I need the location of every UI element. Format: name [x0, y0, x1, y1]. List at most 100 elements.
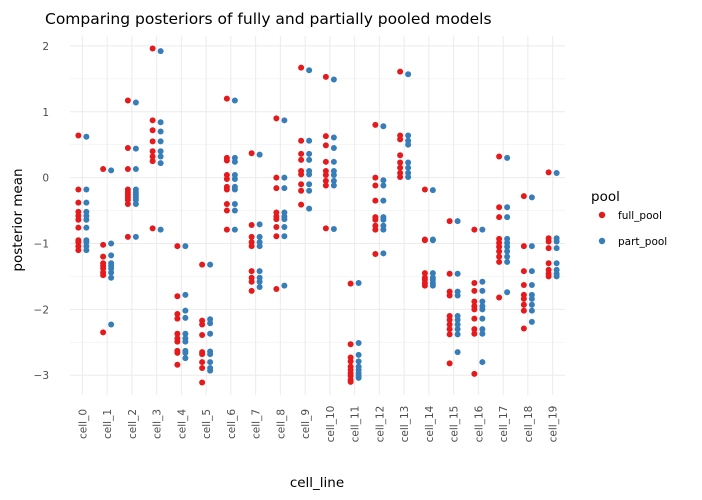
x-tick-label: cell_19 — [548, 406, 560, 443]
point-part-pool — [108, 321, 115, 328]
y-tick-label: 2 — [42, 41, 49, 53]
point-full-pool — [421, 282, 428, 289]
point-part-pool — [355, 374, 362, 381]
point-full-pool — [322, 225, 329, 232]
point-full-pool — [471, 315, 478, 322]
point-part-pool — [553, 238, 560, 245]
point-part-pool — [479, 278, 486, 285]
point-full-pool — [298, 150, 305, 157]
point-full-pool — [174, 330, 181, 337]
x-tick-label: cell_4 — [176, 409, 188, 439]
point-full-pool — [199, 261, 206, 268]
point-part-pool — [330, 177, 337, 184]
legend-label-full-pool: full_pool — [618, 210, 662, 222]
point-part-pool — [405, 159, 412, 166]
y-tick-label: −2 — [34, 304, 49, 316]
point-full-pool — [124, 166, 131, 173]
point-full-pool — [446, 292, 453, 299]
point-part-pool — [528, 243, 535, 250]
point-part-pool — [330, 182, 337, 189]
point-full-pool — [545, 169, 552, 176]
point-part-pool — [405, 71, 412, 78]
point-part-pool — [207, 367, 214, 374]
point-part-pool — [429, 270, 436, 277]
point-part-pool — [454, 321, 461, 328]
point-part-pool — [454, 316, 461, 323]
point-full-pool — [124, 144, 131, 151]
point-part-pool — [479, 326, 486, 333]
point-full-pool — [397, 136, 404, 143]
y-tick-label: 0 — [42, 173, 49, 185]
point-part-pool — [306, 187, 313, 194]
point-full-pool — [520, 307, 527, 314]
point-full-pool — [520, 268, 527, 275]
point-part-pool — [207, 320, 214, 327]
point-part-pool — [330, 158, 337, 165]
point-part-pool — [380, 197, 387, 204]
point-full-pool — [199, 359, 206, 366]
x-tick-label: cell_5 — [201, 409, 213, 439]
point-part-pool — [182, 338, 189, 345]
point-full-pool — [347, 358, 354, 365]
point-part-pool — [231, 200, 238, 207]
point-part-pool — [553, 273, 560, 280]
point-full-pool — [223, 200, 230, 207]
point-full-pool — [520, 325, 527, 332]
point-part-pool — [108, 167, 115, 174]
x-tick-label: cell_9 — [300, 409, 312, 439]
y-tick-label: −1 — [34, 238, 49, 250]
point-part-pool — [281, 282, 288, 289]
point-full-pool — [248, 243, 255, 250]
point-full-pool — [496, 204, 503, 211]
point-full-pool — [298, 187, 305, 194]
point-part-pool — [330, 226, 337, 233]
point-full-pool — [273, 224, 280, 231]
point-full-pool — [545, 238, 552, 245]
point-full-pool — [397, 173, 404, 180]
point-full-pool — [322, 158, 329, 165]
point-full-pool — [421, 186, 428, 193]
point-full-pool — [149, 45, 156, 52]
point-full-pool — [100, 253, 107, 260]
point-part-pool — [504, 243, 511, 250]
point-full-pool — [446, 270, 453, 277]
point-full-pool — [298, 64, 305, 71]
x-tick-label: cell_11 — [350, 406, 362, 443]
point-full-pool — [298, 201, 305, 208]
point-full-pool — [149, 158, 156, 165]
point-full-pool — [545, 273, 552, 280]
x-tick-label: cell_14 — [424, 405, 436, 442]
point-full-pool — [322, 182, 329, 189]
point-part-pool — [553, 245, 560, 252]
point-full-pool — [273, 185, 280, 192]
point-full-pool — [496, 253, 503, 260]
point-part-pool — [306, 150, 313, 157]
point-full-pool — [75, 199, 82, 206]
point-part-pool — [182, 307, 189, 314]
point-part-pool — [330, 144, 337, 151]
point-part-pool — [132, 233, 139, 240]
point-full-pool — [496, 153, 503, 160]
point-full-pool — [273, 115, 280, 122]
point-part-pool — [405, 164, 412, 171]
x-tick-label: cell_15 — [449, 406, 461, 443]
point-full-pool — [397, 164, 404, 171]
point-full-pool — [174, 349, 181, 356]
point-part-pool — [306, 181, 313, 188]
point-full-pool — [199, 351, 206, 358]
point-full-pool — [372, 182, 379, 189]
point-full-pool — [446, 218, 453, 225]
point-part-pool — [182, 314, 189, 321]
x-tick-label: cell_1 — [102, 409, 114, 439]
data-points — [75, 45, 560, 386]
point-part-pool — [330, 76, 337, 83]
point-part-pool — [380, 250, 387, 257]
point-part-pool — [306, 205, 313, 212]
point-full-pool — [446, 331, 453, 338]
x-tick-label: cell_2 — [127, 409, 139, 439]
point-part-pool — [479, 315, 486, 322]
point-full-pool — [174, 315, 181, 322]
point-part-pool — [157, 119, 164, 126]
point-part-pool — [256, 233, 263, 240]
